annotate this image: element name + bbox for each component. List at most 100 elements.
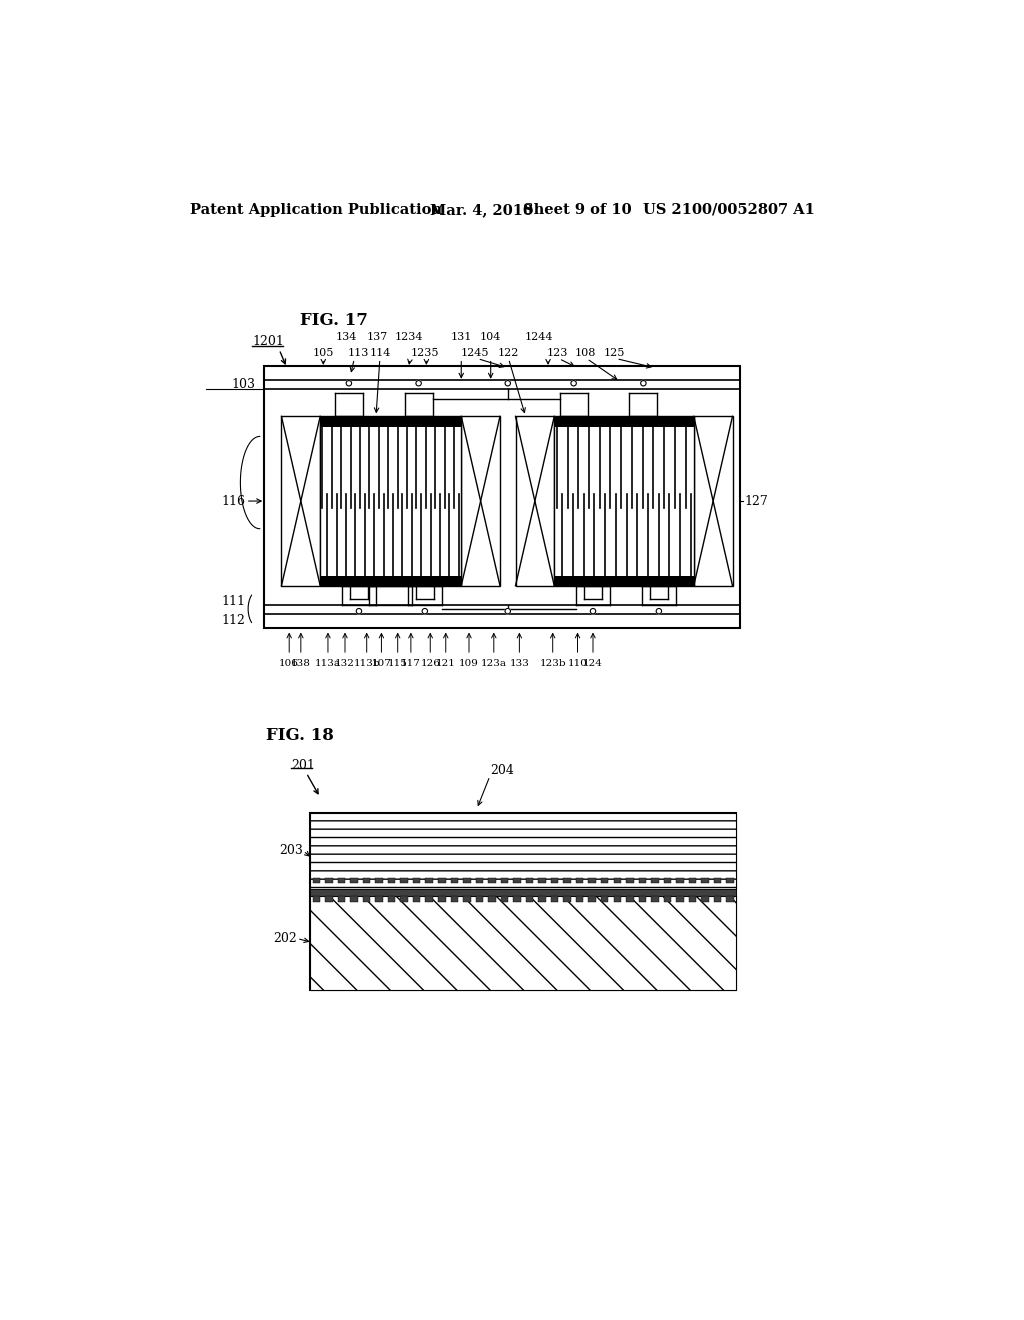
Bar (601, 896, 608, 902)
Bar (438, 878, 445, 883)
Text: 112: 112 (222, 614, 246, 627)
Text: 105: 105 (312, 348, 334, 358)
Bar (321, 576, 461, 586)
Bar (400, 896, 408, 902)
Bar (475, 896, 483, 902)
Text: 113b: 113b (353, 659, 380, 668)
Bar (554, 416, 693, 586)
Bar (400, 878, 408, 883)
Bar (589, 878, 596, 883)
Bar (563, 896, 571, 902)
Bar (676, 878, 684, 883)
Text: Patent Application Publication: Patent Application Publication (190, 203, 442, 216)
Bar (312, 896, 321, 902)
Text: 111: 111 (222, 594, 246, 607)
Text: 138: 138 (291, 659, 310, 668)
Bar (563, 878, 571, 883)
Text: 123b: 123b (540, 659, 566, 668)
Bar (451, 896, 458, 902)
Bar (463, 896, 471, 902)
Text: FIG. 17: FIG. 17 (300, 312, 368, 329)
Text: 113a: 113a (315, 659, 341, 668)
Circle shape (641, 380, 646, 385)
Circle shape (590, 609, 596, 614)
Bar (350, 896, 357, 902)
Bar (501, 878, 508, 883)
Text: FIG. 18: FIG. 18 (266, 727, 334, 744)
Bar (388, 896, 395, 902)
Bar (689, 896, 696, 902)
Bar (425, 896, 433, 902)
Bar (613, 878, 621, 883)
Bar (362, 896, 371, 902)
Text: 114: 114 (370, 348, 390, 358)
Bar (651, 878, 658, 883)
Bar (551, 896, 558, 902)
Bar (551, 878, 558, 883)
Text: 202: 202 (273, 932, 297, 945)
Bar (463, 878, 471, 883)
Text: Sheet 9 of 10: Sheet 9 of 10 (523, 203, 632, 216)
Circle shape (505, 380, 510, 385)
Circle shape (571, 380, 577, 385)
Bar (461, 416, 500, 586)
Text: 122: 122 (498, 348, 519, 358)
Text: 1245: 1245 (460, 348, 488, 358)
Bar (714, 896, 721, 902)
Text: 104: 104 (480, 333, 502, 342)
Text: 109: 109 (459, 659, 479, 668)
Bar (338, 878, 345, 883)
Circle shape (656, 609, 662, 614)
Circle shape (356, 609, 361, 614)
Text: 113: 113 (347, 348, 369, 358)
Bar (513, 878, 521, 883)
Bar (488, 896, 496, 902)
Text: 203: 203 (280, 845, 303, 857)
Text: Mar. 4, 2010: Mar. 4, 2010 (430, 203, 534, 216)
Text: 1235: 1235 (411, 348, 439, 358)
Bar (575, 896, 584, 902)
Bar (310, 813, 736, 888)
Text: 131: 131 (451, 333, 472, 342)
Bar (488, 878, 496, 883)
Text: 106: 106 (280, 659, 299, 668)
Circle shape (346, 380, 351, 385)
Bar (539, 896, 546, 902)
Text: 126: 126 (420, 659, 440, 668)
Bar (338, 896, 345, 902)
Bar (326, 878, 333, 883)
Text: 201: 201 (291, 759, 314, 772)
Bar (639, 896, 646, 902)
Bar (326, 896, 333, 902)
Bar (676, 896, 684, 902)
Bar (310, 813, 736, 990)
Circle shape (505, 609, 510, 614)
Text: 107: 107 (372, 659, 391, 668)
Bar (501, 896, 508, 902)
Bar (701, 878, 709, 883)
Text: 137: 137 (367, 333, 388, 342)
Text: 133: 133 (509, 659, 529, 668)
Text: 1201: 1201 (252, 335, 284, 348)
Bar (701, 896, 709, 902)
Bar (413, 878, 421, 883)
Text: 134: 134 (336, 333, 357, 342)
Bar (639, 878, 646, 883)
Bar (601, 878, 608, 883)
Text: 1244: 1244 (524, 333, 553, 342)
Text: 127: 127 (744, 495, 769, 508)
Text: 116: 116 (222, 495, 246, 508)
Bar (425, 878, 433, 883)
Bar (626, 896, 634, 902)
Bar (664, 896, 671, 902)
Bar (310, 896, 736, 990)
Bar (321, 416, 461, 426)
Bar (475, 878, 483, 883)
Bar (554, 416, 693, 426)
Bar (310, 888, 736, 896)
Bar (263, 367, 740, 628)
Bar (525, 878, 534, 883)
Bar (575, 878, 584, 883)
Text: 132: 132 (335, 659, 355, 668)
Bar (376, 878, 383, 883)
